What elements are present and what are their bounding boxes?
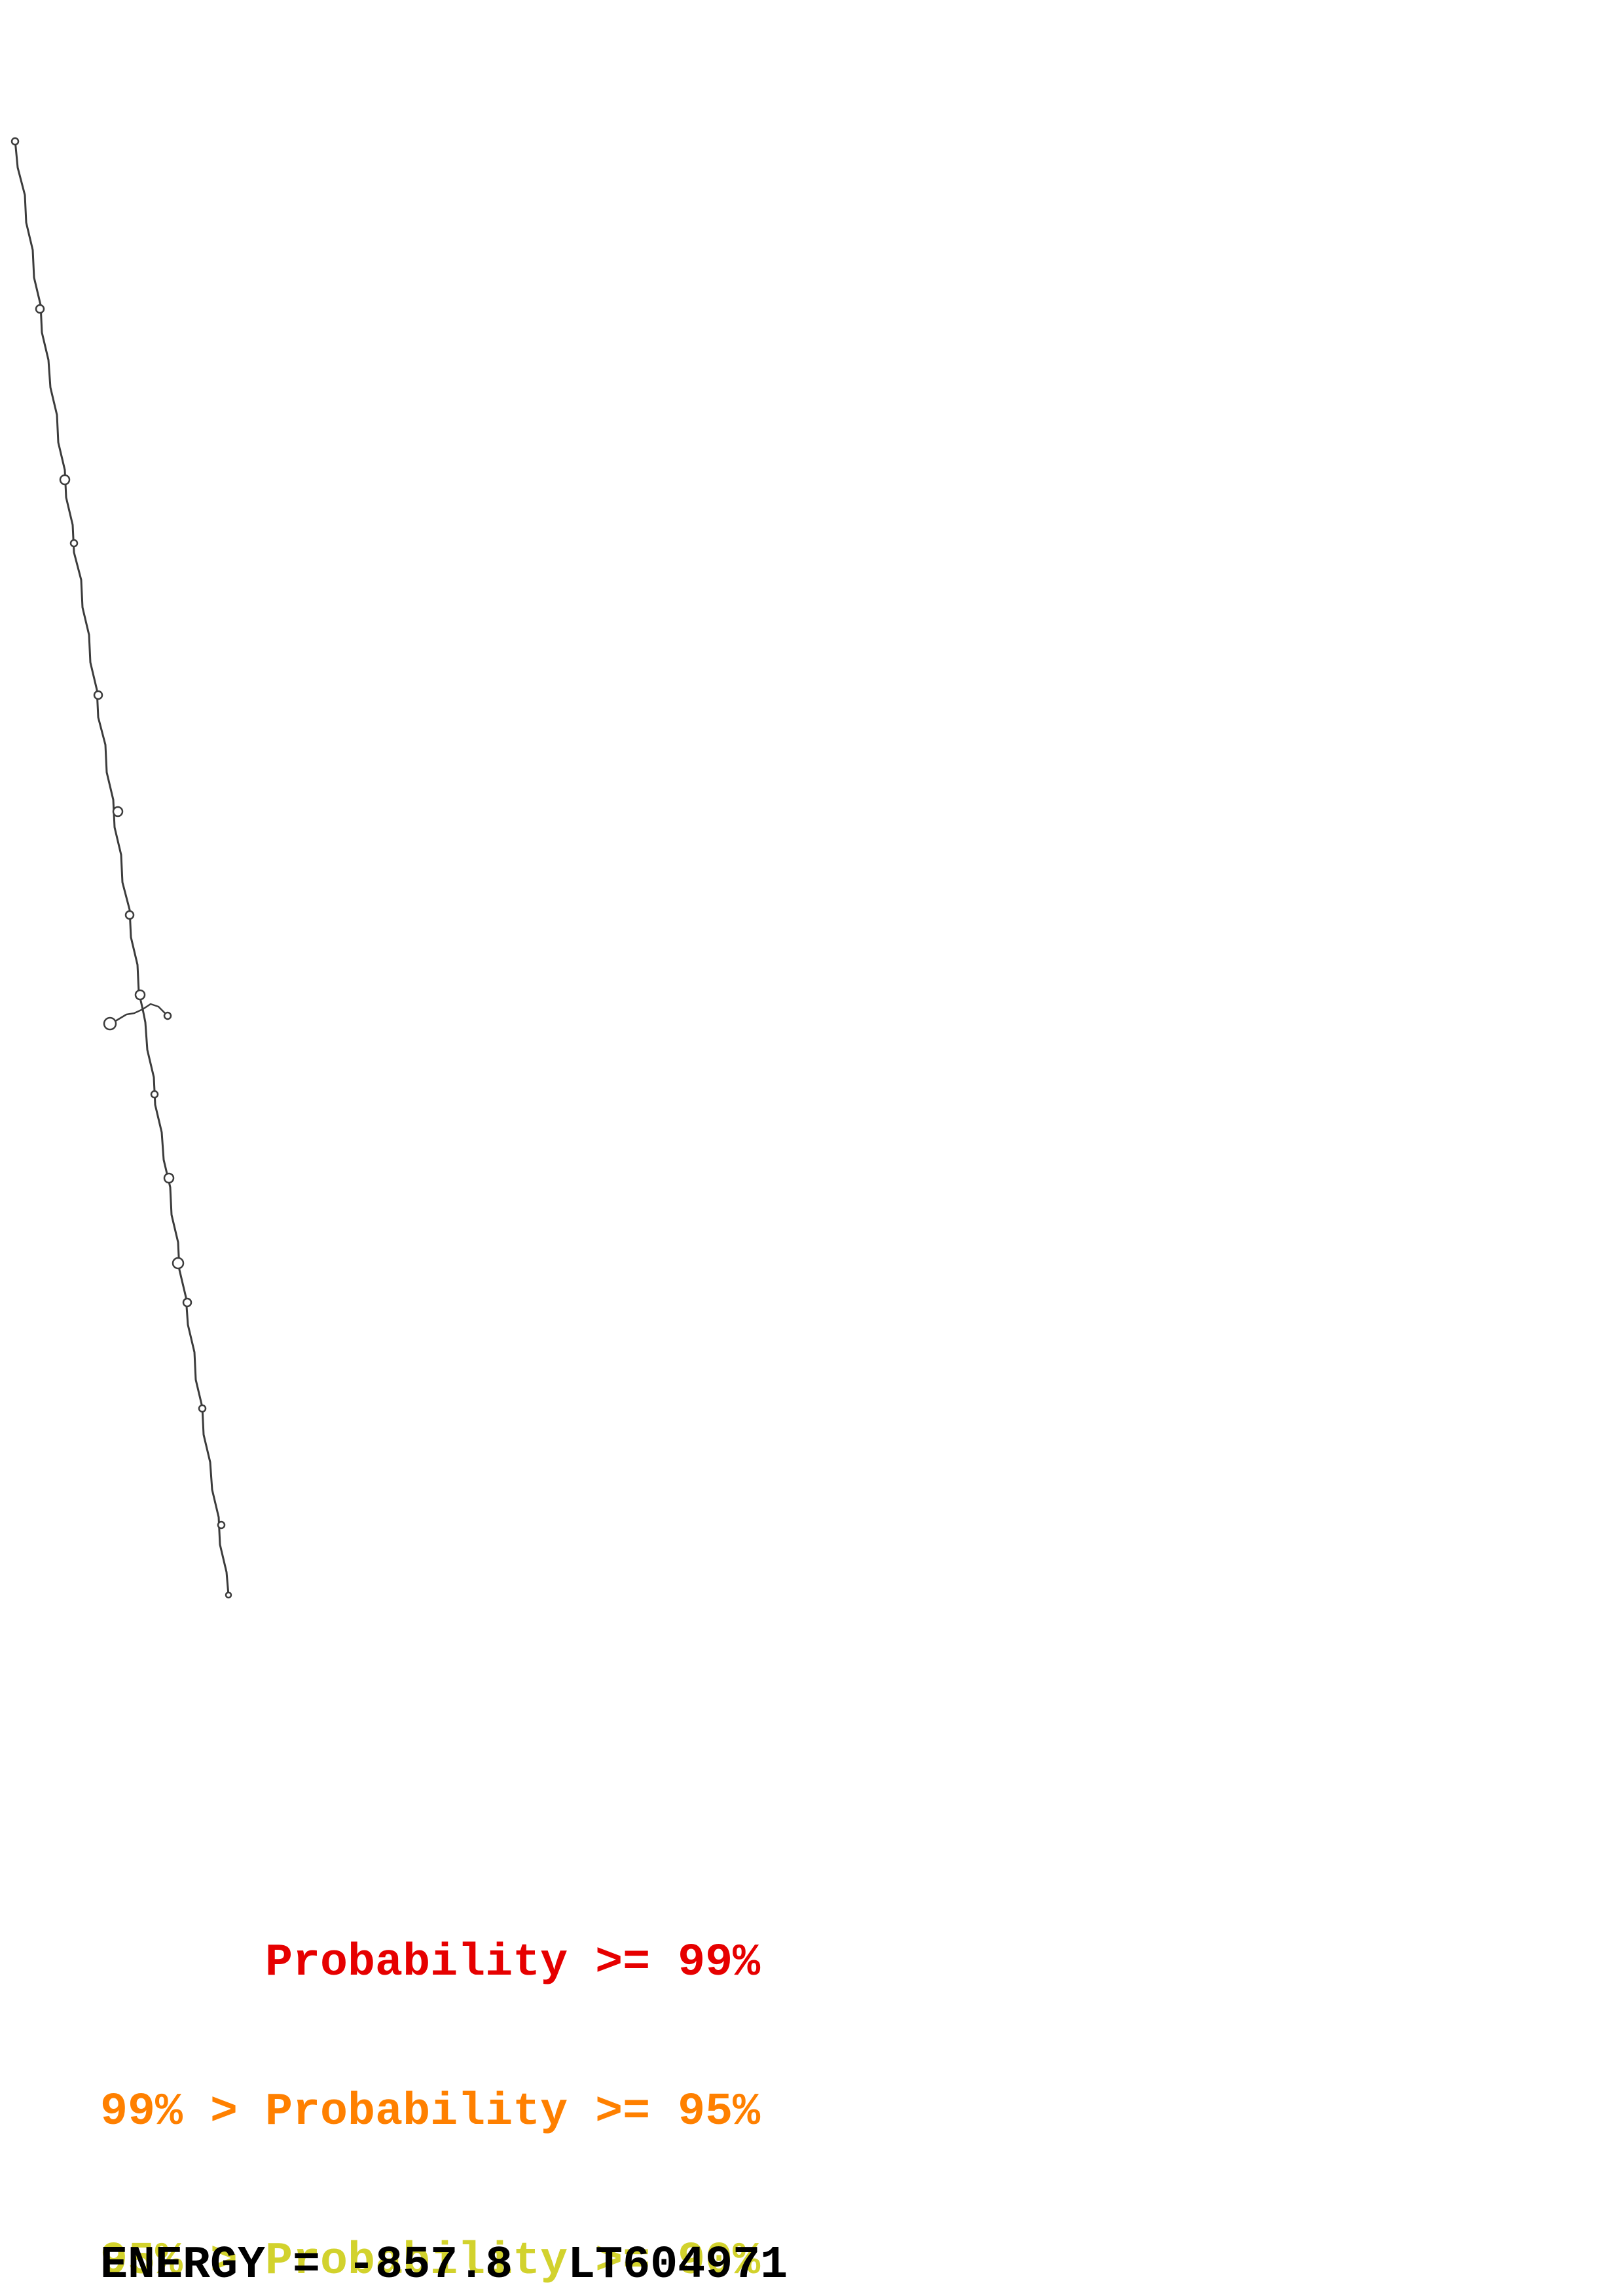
probability-legend: Probability >= 99% 99% > Probability >= … — [100, 1839, 760, 2296]
rna-loop-circles — [10, 137, 232, 1599]
energy-label: ENERGY = -857.8 LT604971 — [100, 2240, 788, 2291]
rna-branch-left-path — [112, 1008, 144, 1024]
rna-backbone-path — [14, 139, 230, 1596]
rna-branch-right-path — [141, 1003, 166, 1014]
legend-item-95: 99% > Probability >= 95% — [100, 2087, 761, 2138]
legend-item-90: 95% > Probability >= 90% — [100, 2236, 761, 2287]
legend-item-99: Probability >= 99% — [265, 1937, 761, 1989]
